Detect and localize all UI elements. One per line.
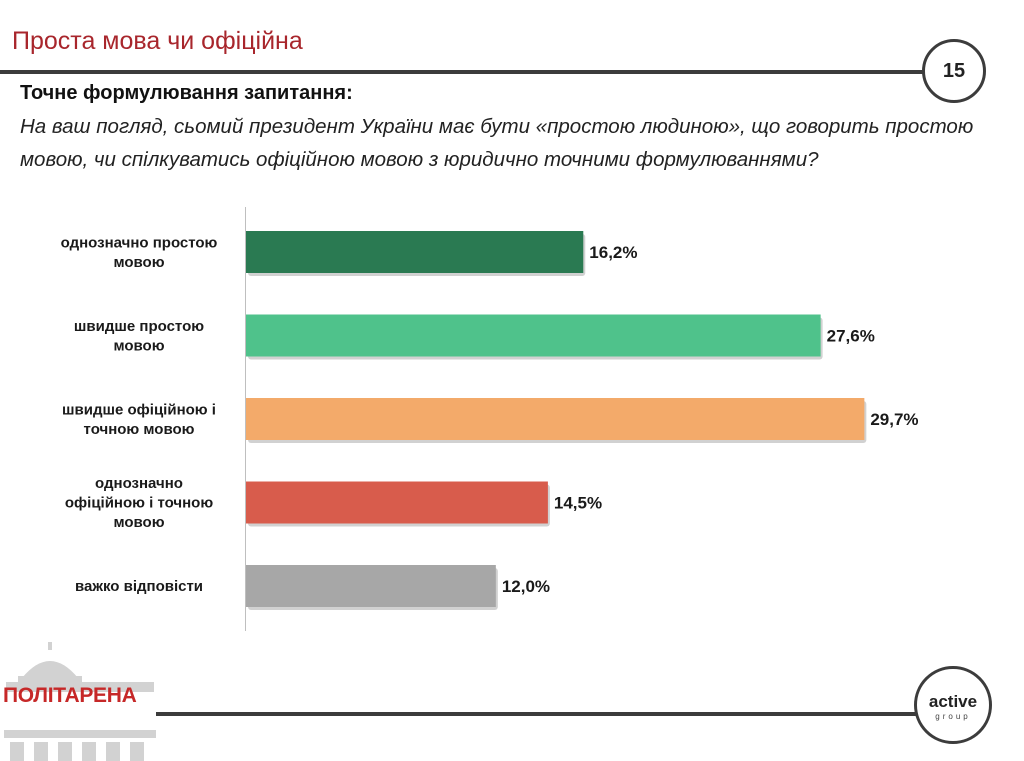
data-label: 29,7% [870, 410, 918, 429]
bar [246, 314, 821, 357]
question-heading: Точне формулювання запитання: [20, 82, 353, 104]
bar [246, 481, 548, 524]
category-label: мовою [113, 514, 164, 531]
category-label: мовою [113, 254, 164, 271]
bar-chart: 16,2% однозначно простою мовою 27,6% швидше … [61, 207, 919, 631]
data-label: 16,2% [589, 243, 637, 262]
question-text: На ваш погляд, сьомий президент України … [20, 115, 974, 171]
politarena-building-icon [4, 642, 156, 761]
bar [246, 398, 865, 440]
category-label: мовою [113, 337, 164, 354]
category-label: офіційною і точною [65, 495, 213, 512]
category-label: точною мовою [84, 421, 195, 438]
politarena-logo-text: ПОЛІТАРЕНА [3, 684, 137, 707]
active-group-logo: active group [914, 666, 992, 744]
data-label: 14,5% [554, 494, 602, 513]
active-group-logo-word: active [928, 692, 978, 711]
data-label: 27,6% [827, 327, 875, 346]
top-divider [0, 70, 924, 74]
slide-title: Проста мова чи офіційна [12, 27, 303, 55]
category-label: швидше офіційною і [62, 401, 216, 418]
bottom-divider [156, 712, 924, 716]
bar [246, 565, 496, 607]
active-group-logo-sub: group [935, 712, 971, 721]
page-number: 15 [942, 59, 966, 82]
data-label: 12,0% [502, 577, 550, 596]
page-number-badge: 15 [922, 39, 986, 103]
category-label: однозначно простою [61, 234, 218, 251]
category-label: однозначно [95, 475, 183, 492]
category-label: важко відповісти [75, 578, 203, 595]
category-label: швидше простою [74, 318, 204, 335]
bar [246, 231, 584, 273]
